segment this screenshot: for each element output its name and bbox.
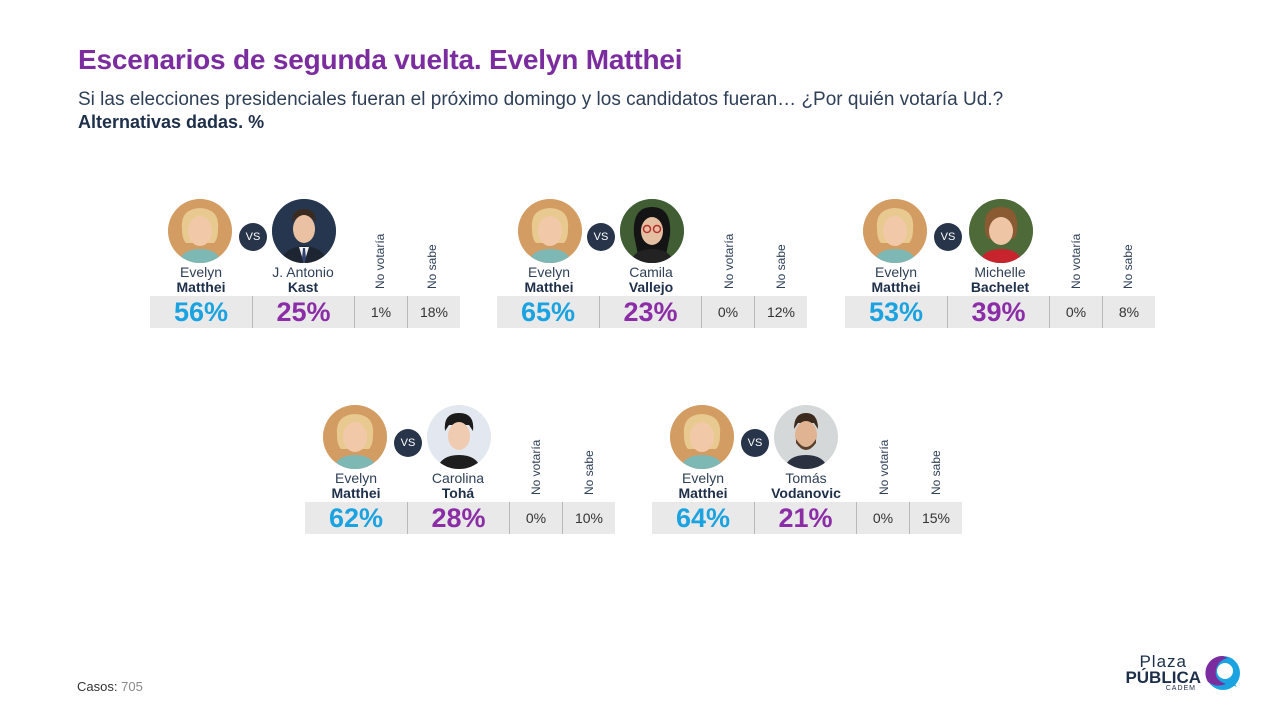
- sample-size: Casos: 705: [77, 679, 143, 694]
- candidate-b-name: J. Antonio Kast: [272, 264, 334, 295]
- result-bar: 64% 21% 0% 15%: [652, 502, 962, 534]
- candidate-b-name: Michelle Bachelet: [970, 264, 1030, 295]
- logo-line1: Plaza: [1139, 652, 1187, 671]
- no-sabe-label: No sabe: [929, 450, 943, 495]
- no-votaria-pct: 0%: [717, 304, 739, 320]
- question-note: Alternativas dadas. %: [78, 112, 265, 132]
- vs-badge: VS: [587, 223, 615, 251]
- page-title: Escenarios de segunda vuelta. Evelyn Mat…: [78, 44, 683, 75]
- matthei-pct: 56%: [173, 297, 229, 327]
- matthei-portrait: [168, 199, 232, 263]
- candidate-a-name: Evelyn Matthei: [524, 264, 574, 295]
- vs-badge: VS: [741, 429, 769, 457]
- vs-badge: VS: [239, 223, 267, 251]
- kast-portrait: [272, 199, 336, 263]
- no-sabe-label: No sabe: [774, 244, 788, 289]
- no-sabe-pct: 8%: [1118, 304, 1140, 320]
- no-sabe-pct: 10%: [574, 510, 604, 526]
- matthei-pct: 65%: [520, 297, 576, 327]
- no-sabe-label: No sabe: [425, 244, 439, 289]
- no-votaria-pct: 0%: [1065, 304, 1087, 320]
- matthei-portrait: [670, 405, 734, 469]
- rival-pct: 28%: [431, 503, 486, 533]
- matthei-portrait: [323, 405, 387, 469]
- no-votaria-pct: 1%: [370, 304, 392, 320]
- no-votaria-label: No votaría: [1069, 233, 1083, 289]
- no-votaria-label: No votaría: [722, 233, 736, 289]
- vs-badge: VS: [394, 429, 422, 457]
- result-bar: 56% 25% 1% 18%: [150, 296, 460, 328]
- no-votaria-pct: 0%: [525, 510, 547, 526]
- logo-line2: PÚBLICA: [1125, 668, 1201, 687]
- no-votaria-label: No votaría: [529, 439, 543, 495]
- scenario-bachelet: VS Evelyn Matthei Michelle Bachelet No vot…: [845, 199, 1157, 339]
- matthei-portrait: [518, 199, 582, 263]
- no-votaria-pct: 0%: [872, 510, 894, 526]
- rival-pct: 25%: [276, 297, 331, 327]
- no-sabe-pct: 15%: [921, 510, 951, 526]
- vodanovic-portrait: [774, 405, 838, 469]
- candidate-b-name: Camila Vallejo: [628, 264, 674, 295]
- plaza-publica-logo: Plaza PÚBLICA CADEM: [1120, 650, 1245, 694]
- no-votaria-label: No votaría: [373, 233, 387, 289]
- vs-badge: VS: [934, 223, 962, 251]
- matthei-pct: 62%: [328, 503, 384, 533]
- no-sabe-label: No sabe: [1121, 244, 1135, 289]
- logo-line3: CADEM: [1165, 685, 1196, 692]
- no-votaria-label: No votaría: [877, 439, 891, 495]
- matthei-pct: 64%: [675, 503, 731, 533]
- matthei-pct: 53%: [868, 297, 924, 327]
- rival-pct: 21%: [778, 503, 833, 533]
- candidate-a-name: Evelyn Matthei: [678, 470, 728, 501]
- bachelet-portrait: [969, 199, 1033, 263]
- scenario-toha: VS Evelyn Matthei Carolina Tohá No votaría…: [305, 405, 617, 545]
- scenario-vodanovic: VS Evelyn Matthei Tomás Vodanovic No votar…: [652, 405, 964, 545]
- result-bar: 53% 39% 0% 8%: [845, 296, 1155, 328]
- candidate-b-name: Tomás Vodanovic: [771, 470, 841, 501]
- result-bar: 62% 28% 0% 10%: [305, 502, 615, 534]
- no-sabe-pct: 18%: [419, 304, 449, 320]
- result-bar: 65% 23% 0% 12%: [497, 296, 807, 328]
- candidate-a-name: Evelyn Matthei: [871, 264, 921, 295]
- candidate-a-name: Evelyn Matthei: [331, 470, 381, 501]
- question-text: Si las elecciones presidenciales fueran …: [78, 89, 1004, 110]
- scenario-vallejo: VS Evelyn Matthei Camila Vallejo No votarí…: [497, 199, 809, 339]
- rival-pct: 23%: [623, 297, 678, 327]
- no-sabe-pct: 12%: [766, 304, 796, 320]
- vallejo-portrait: [620, 199, 684, 263]
- scenario-kast: VS Evelyn Matthei J. Antonio Kast No votar…: [150, 199, 462, 339]
- toha-portrait: [427, 405, 491, 469]
- logo-mark-icon: [1205, 655, 1240, 690]
- candidate-a-name: Evelyn Matthei: [176, 264, 226, 295]
- matthei-portrait: [863, 199, 927, 263]
- candidate-b-name: Carolina Tohá: [431, 470, 485, 501]
- no-sabe-label: No sabe: [582, 450, 596, 495]
- rival-pct: 39%: [971, 297, 1026, 327]
